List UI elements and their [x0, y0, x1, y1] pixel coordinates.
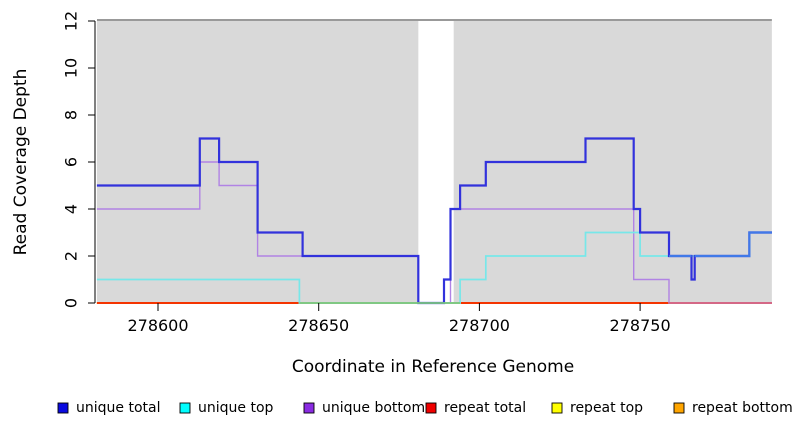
legend-label: unique top: [198, 400, 274, 416]
legend-swatch: [179, 402, 191, 414]
legend-item-repeat-total: repeat total: [425, 400, 526, 416]
legend-label: repeat bottom: [692, 400, 792, 416]
legend-swatch: [425, 402, 437, 414]
legend-item-unique-total: unique total: [57, 400, 160, 416]
x-tick-label: 278750: [610, 316, 671, 335]
y-tick-label: 10: [62, 58, 81, 78]
legend-item-repeat-top: repeat top: [551, 400, 643, 416]
plot-background-layer: [96, 19, 772, 303]
x-axis-title: Coordinate in Reference Genome: [292, 357, 574, 377]
legend-label: unique total: [76, 400, 160, 416]
x-tick-label: 278700: [449, 316, 510, 335]
legend-swatch: [57, 402, 69, 414]
series-unique-total: [96, 137, 772, 305]
legend-item-unique-bottom: unique bottom: [303, 400, 425, 416]
x-tick-label: 278600: [127, 316, 188, 335]
blend-unique-total-over-unique-top-b: [694, 231, 772, 258]
y-tick-label: 0: [62, 298, 81, 308]
axes-layer: 0 2 4 6 8 10 12 278600 278650 278700 278750: [62, 11, 671, 335]
legend-label: repeat top: [570, 400, 643, 416]
x-tick-label: 278650: [288, 316, 349, 335]
legend-label: unique bottom: [322, 400, 425, 416]
data-series-layer: [96, 137, 772, 305]
y-tick-label: 8: [62, 110, 81, 120]
y-tick-label: 12: [62, 11, 81, 31]
legend-label: repeat total: [444, 400, 526, 416]
y-tick-label: 4: [62, 204, 81, 214]
y-tick-label: 2: [62, 251, 81, 261]
legend-swatch: [303, 402, 315, 414]
y-tick-label: 6: [62, 157, 81, 167]
legend-item-unique-top: unique top: [179, 400, 274, 416]
y-axis-title: Read Coverage Depth: [11, 69, 31, 256]
legend-swatch: [551, 402, 563, 414]
legend-item-repeat-bottom: repeat bottom: [673, 400, 792, 416]
legend-swatch: [673, 402, 685, 414]
legend: unique total unique top unique bottom repea…: [57, 400, 792, 416]
